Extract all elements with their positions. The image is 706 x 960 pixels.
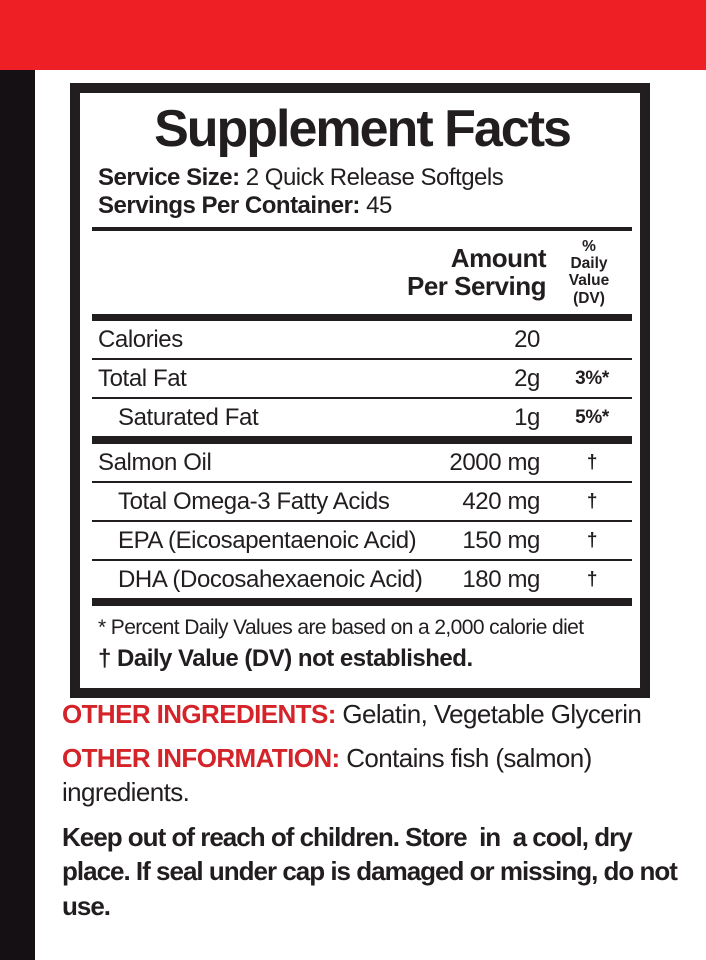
nutrient-daily-value: 3%* xyxy=(575,367,609,389)
nutrient-row: Calories 20 xyxy=(92,321,632,361)
nutrient-row: Salmon Oil 2000 mg † xyxy=(92,444,632,484)
nutrient-name: DHA (Docosahexaenoic Acid) xyxy=(118,565,423,593)
servings-per-container-line: Servings Per Container: 45 xyxy=(98,192,632,220)
facts-table-header: Amount Per Serving % Daily Value (DV) xyxy=(92,226,632,322)
nutrient-name: Total Omega-3 Fatty Acids xyxy=(118,487,390,515)
nutrient-amount: 180 mg xyxy=(462,565,540,593)
dv-header-line3: Value xyxy=(568,272,610,290)
other-ingredients-line: OTHER INGREDIENTS: Gelatin, Vegetable Gl… xyxy=(62,698,684,731)
nutrient-amount: 2g xyxy=(514,364,540,392)
nutrient-amount: 1g xyxy=(514,403,540,431)
nutrient-name: Total Fat xyxy=(98,364,187,392)
footnotes: * Percent Daily Values are based on a 2,… xyxy=(92,606,632,676)
nutrient-amount: 420 mg xyxy=(462,487,540,515)
left-black-strip xyxy=(0,70,35,960)
nutrient-name: Saturated Fat xyxy=(118,403,259,431)
other-information-value: Contains fish (salmon) ingredients. xyxy=(62,743,592,807)
other-information-label: OTHER INFORMATION: xyxy=(62,743,340,774)
serving-info: Service Size: 2 Quick Release Softgels S… xyxy=(92,164,632,221)
nutrient-name: Calories xyxy=(98,325,183,353)
nutrient-row: Total Omega-3 Fatty Acids 420 mg † xyxy=(92,483,632,523)
amount-header-line2: Per Serving xyxy=(406,271,547,302)
dv-header-line4: (DV) xyxy=(573,289,605,307)
servings-per-container-value: 45 xyxy=(366,192,392,220)
serving-size-label: Service Size: xyxy=(98,164,240,192)
servings-per-container-label: Servings Per Container: xyxy=(98,192,360,220)
nutrient-amount: 2000 mg xyxy=(449,448,540,476)
nutrient-daily-value: † xyxy=(586,529,598,551)
nutrient-amount: 20 xyxy=(514,325,540,353)
panel-title: Supplement Facts xyxy=(154,100,572,158)
top-red-banner xyxy=(0,0,706,70)
other-information-line: OTHER INFORMATION: Contains fish (salmon… xyxy=(62,742,684,809)
bottom-info: OTHER INGREDIENTS: Gelatin, Vegetable Gl… xyxy=(62,698,684,924)
nutrient-daily-value: 5%* xyxy=(575,406,609,428)
nutrient-daily-value: † xyxy=(586,568,598,590)
other-ingredients-value: Gelatin, Vegetable Glycerin xyxy=(342,699,642,729)
nutrient-amount: 150 mg xyxy=(462,526,540,554)
serving-size-value: 2 Quick Release Softgels xyxy=(245,164,504,192)
facts-rows: Calories 20 Total Fat 2g 3%* Saturated F… xyxy=(92,321,632,607)
supplement-facts-panel: Supplement Facts Service Size: 2 Quick R… xyxy=(70,83,650,699)
storage-warning: Keep out of reach of children. Store in … xyxy=(62,821,684,921)
footnote-percent: * Percent Daily Values are based on a 2,… xyxy=(98,616,584,640)
nutrient-row: Saturated Fat 1g 5%* xyxy=(92,399,632,445)
nutrient-row: EPA (Eicosapentaenoic Acid) 150 mg † xyxy=(92,522,632,562)
nutrient-daily-value: † xyxy=(586,451,598,473)
other-ingredients-label: OTHER INGREDIENTS: xyxy=(62,699,336,729)
nutrient-daily-value: † xyxy=(586,490,598,512)
nutrient-name: EPA (Eicosapentaenoic Acid) xyxy=(118,526,417,554)
amount-header-line1: Amount xyxy=(450,243,547,274)
serving-size-line: Service Size: 2 Quick Release Softgels xyxy=(98,164,632,192)
nutrient-row: DHA (Docosahexaenoic Acid) 180 mg † xyxy=(92,561,632,607)
daily-value-header: % Daily Value (DV) xyxy=(546,238,632,307)
dv-header-line2: Daily xyxy=(570,255,608,273)
dv-header-line1: % xyxy=(582,237,596,255)
footnote-dagger: † Daily Value (DV) not established. xyxy=(98,645,473,673)
amount-per-serving-header: Amount Per Serving xyxy=(331,243,547,302)
nutrient-name: Salmon Oil xyxy=(98,448,212,476)
nutrient-row: Total Fat 2g 3%* xyxy=(92,360,632,400)
